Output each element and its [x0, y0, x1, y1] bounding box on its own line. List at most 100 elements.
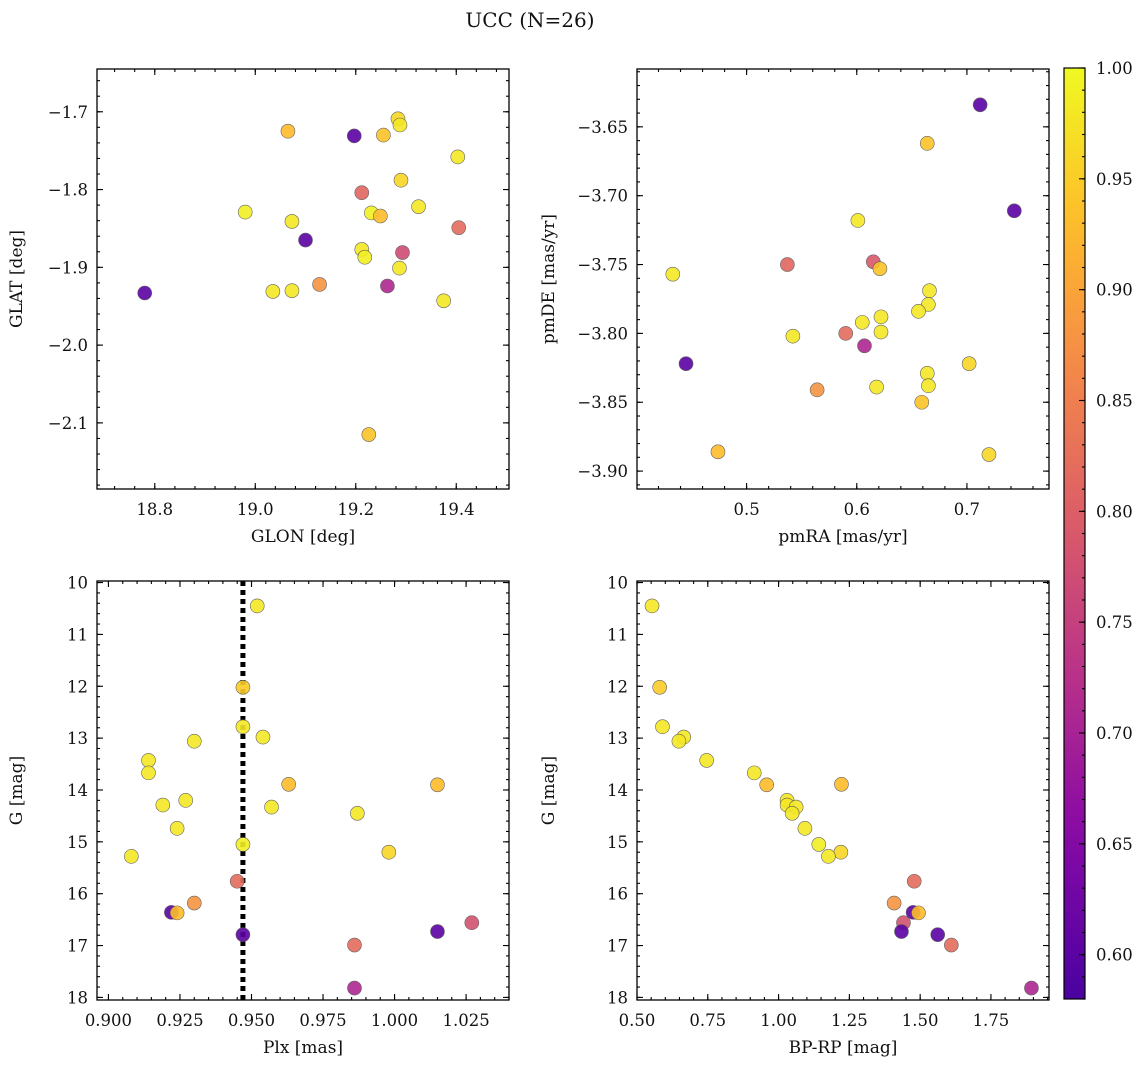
y-tick-label: −3.65	[577, 118, 628, 137]
data-point	[255, 729, 271, 745]
data-point	[357, 249, 373, 265]
plot-frame	[96, 580, 510, 1001]
data-point	[235, 680, 251, 695]
y-tick-label: 15	[67, 833, 88, 852]
data-point	[392, 260, 407, 276]
data-point	[373, 208, 388, 224]
y-tick-label: 10	[607, 574, 628, 593]
data-point	[450, 149, 466, 165]
x-axis-label: Plx [mas]	[263, 1038, 343, 1058]
scatter-panel-2: 0.5 0.6 0.7 −3.90 −3.85 −3.80 −3.75 −3.70 −3.65 p…	[539, 68, 1050, 547]
data-point	[809, 382, 825, 398]
data-point	[850, 213, 866, 228]
plot-frame	[96, 68, 510, 490]
y-tick-label: 14	[607, 781, 628, 800]
data-point	[678, 356, 694, 371]
x-tick-label: 1.50	[902, 1011, 939, 1030]
colorbar-tick-label: 0.65	[1096, 835, 1133, 854]
data-point	[235, 837, 251, 852]
data-point	[346, 128, 362, 144]
data-point	[872, 261, 888, 276]
colorbar-tick-label: 0.60	[1096, 946, 1133, 965]
scatter-panel-3: 0.900 0.925 0.950 0.975 1.000 1.025 10 11 12 13 14…	[7, 574, 510, 1058]
data-point	[265, 284, 281, 299]
data-point	[906, 873, 922, 889]
scatter-panel-4: 0.50 0.75 1.00 1.25 1.50 1.75 10 11 12 13 14 15 16 17…	[539, 574, 1050, 1058]
data-point	[972, 97, 988, 113]
y-axis-label: GLAT [deg]	[7, 230, 27, 328]
y-axis-label: G [mag]	[7, 756, 27, 825]
data-point	[237, 204, 253, 220]
data-point	[451, 220, 467, 235]
y-tick-label: −3.70	[577, 187, 628, 206]
data-point	[464, 915, 480, 931]
colorbar-tick-label: 0.70	[1096, 724, 1133, 743]
x-axis-label: GLON [deg]	[251, 527, 355, 547]
y-tick-label: 11	[607, 625, 628, 644]
data-point	[854, 315, 870, 330]
x-tick-label: 19.2	[337, 500, 374, 519]
colorbar-tick-label: 0.75	[1096, 613, 1133, 632]
y-tick-label: −1.8	[48, 181, 88, 200]
x-tick-label: 0.925	[156, 1011, 203, 1030]
x-axis-label: pmRA [mas/yr]	[778, 527, 907, 547]
data-point	[857, 338, 872, 354]
data-point	[919, 366, 935, 381]
data-point	[746, 765, 762, 781]
y-tick-label: 13	[67, 729, 88, 748]
data-point	[312, 277, 327, 292]
y-tick-label: 12	[67, 677, 88, 696]
data-point	[380, 278, 395, 294]
data-point	[821, 849, 836, 864]
data-point	[914, 394, 930, 410]
data-point	[784, 806, 800, 821]
y-tick-label: −3.80	[577, 324, 628, 343]
y-tick-label: −2.1	[48, 414, 88, 433]
y-tick-label: 15	[607, 833, 628, 852]
data-point	[838, 326, 854, 341]
data-point	[921, 378, 936, 394]
data-point	[376, 127, 391, 143]
x-tick-label: 19.0	[237, 500, 274, 519]
data-point	[944, 937, 959, 953]
data-point	[655, 719, 670, 735]
data-point	[961, 356, 977, 371]
data-point	[392, 117, 408, 133]
x-tick-label: 0.5	[733, 500, 759, 519]
data-point	[873, 309, 889, 325]
x-tick-label: 0.75	[689, 1011, 726, 1030]
data-point	[186, 733, 202, 749]
data-point	[430, 924, 445, 939]
data-point	[264, 799, 279, 815]
data-point	[141, 765, 156, 781]
data-point	[354, 185, 370, 200]
data-point	[235, 927, 251, 942]
data-point	[347, 980, 362, 996]
data-point	[644, 598, 660, 614]
x-tick-label: 18.8	[136, 500, 173, 519]
y-tick-label: −3.90	[577, 462, 628, 481]
data-point	[869, 379, 884, 395]
y-tick-label: −2.0	[48, 336, 88, 355]
y-tick-label: 18	[607, 988, 628, 1007]
data-point	[930, 927, 946, 942]
data-point	[124, 849, 139, 864]
y-tick-label: 16	[607, 885, 628, 904]
x-tick-label: 0.6	[844, 500, 870, 519]
data-point	[922, 283, 937, 299]
y-tick-label: 14	[67, 781, 88, 800]
x-tick-label: 0.7	[954, 500, 980, 519]
data-point	[981, 447, 997, 462]
data-point	[298, 232, 313, 248]
data-point	[797, 821, 813, 836]
data-point	[665, 266, 681, 282]
data-point	[178, 793, 193, 808]
y-tick-label: 12	[607, 677, 628, 696]
data-point	[141, 753, 156, 768]
data-point	[1024, 980, 1039, 996]
plot-frame	[636, 68, 1050, 490]
y-tick-label: 10	[67, 574, 88, 593]
x-tick-label: 19.4	[438, 500, 475, 519]
data-point	[411, 199, 426, 214]
data-point	[759, 777, 774, 793]
